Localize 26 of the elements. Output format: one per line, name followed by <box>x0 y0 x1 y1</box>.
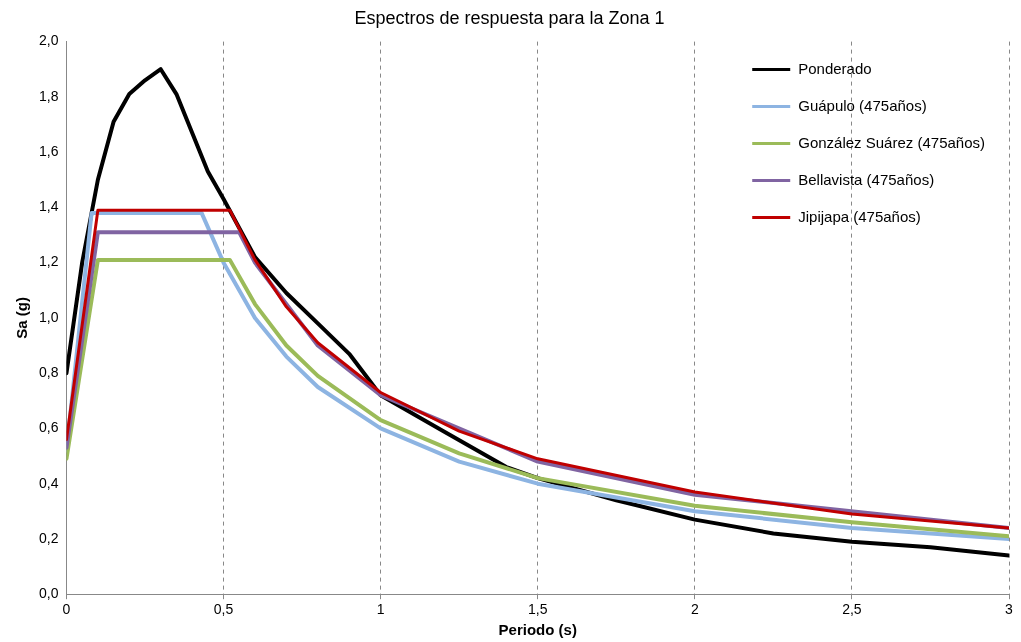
x-tick-label: 2 <box>690 601 699 618</box>
y-tick-label: 2,0 <box>38 32 59 49</box>
x-axis-title: Periodo (s) <box>498 621 577 639</box>
legend-label: Ponderado <box>798 59 872 77</box>
legend-label: Jipijapa (475años) <box>798 207 921 225</box>
y-tick-label: 0,8 <box>38 364 59 381</box>
y-tick-label: 1,6 <box>38 142 59 159</box>
y-tick-label: 0,4 <box>38 474 59 491</box>
legend-label: Guápulo (475años) <box>798 96 927 114</box>
x-tick-label: 3 <box>1005 601 1014 618</box>
y-tick-label: 0,6 <box>38 419 59 436</box>
legend-label: Bellavista (475años) <box>798 170 935 188</box>
y-tick-label: 1,4 <box>38 198 59 215</box>
y-tick-label: 1,0 <box>38 308 59 325</box>
x-tick-label: 0 <box>62 601 71 618</box>
x-tick-label: 1 <box>376 601 385 618</box>
x-tick-label: 1,5 <box>528 601 548 618</box>
x-tick-label: 2,5 <box>842 601 862 618</box>
legend-label: González Suárez (475años) <box>798 133 986 151</box>
x-tick-label: 0,5 <box>213 601 234 618</box>
y-tick-label: 0,2 <box>38 529 59 546</box>
y-axis-title: Sa (g) <box>13 297 31 339</box>
y-tick-label: 0,0 <box>38 585 59 602</box>
y-tick-label: 1,2 <box>38 253 59 270</box>
y-tick-label: 1,8 <box>38 87 59 104</box>
chart-title: Espectros de respuesta para la Zona 1 <box>354 7 665 28</box>
